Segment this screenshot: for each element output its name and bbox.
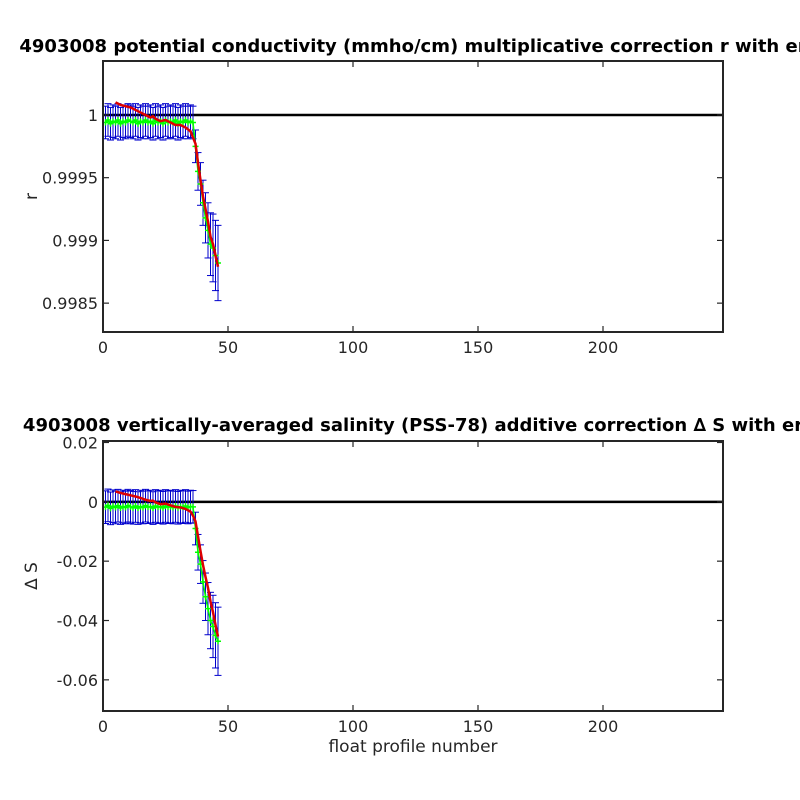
data-point [150,120,156,127]
data-point [172,116,179,123]
y-tick-label: 0 [88,493,98,512]
y-tick-label: -0.02 [57,552,98,571]
x-tick-label: 0 [98,717,108,736]
x-tick-label: 200 [588,717,619,736]
data-point [190,119,196,126]
y-tick-label: 0.999 [52,231,98,250]
y-axis-label: ∆ S [22,562,42,591]
x-tick-label: 150 [463,717,494,736]
data-point [132,116,139,123]
y-tick-label: 0.9995 [42,169,98,188]
x-tick-label: 50 [218,338,238,357]
y-tick-label: 1 [88,106,98,125]
x-tick-label: 0 [98,338,108,357]
data-point [105,116,111,123]
data-point [207,617,214,624]
data-point [202,593,209,600]
axes-frame [102,60,724,333]
x-tick-label: 200 [588,338,619,357]
axes-frame [102,440,724,712]
chart-title: 4903008 potential conductivity (mmho/cm)… [19,36,800,57]
data-point [115,116,121,123]
x-tick-label: 100 [338,338,369,357]
data-point [200,578,206,585]
series-line-fit [115,490,220,637]
data-point [205,605,211,612]
x-tick-label: 50 [218,717,238,736]
y-tick-label: 0.9985 [42,294,98,313]
data-layer [103,488,723,676]
y-tick-label: 0.02 [62,433,98,452]
data-point [190,503,196,510]
y-tick-label: -0.04 [57,612,98,631]
y-axis-label: r [22,193,42,200]
plot-area [103,441,723,711]
data-point [215,638,221,645]
data-layer [103,101,723,302]
x-axis-label: float profile number [328,737,497,757]
y-tick-label: -0.06 [57,671,98,690]
x-tick-label: 150 [463,338,494,357]
chart-title: 4903008 vertically-averaged salinity (PS… [23,415,800,436]
plot-area [103,61,723,332]
series-line-fit [114,101,220,268]
chart-panel-2: 4903008 vertically-averaged salinity (PS… [22,415,800,757]
x-tick-label: 100 [338,717,369,736]
chart-panel-1: 4903008 potential conductivity (mmho/cm)… [19,36,800,357]
